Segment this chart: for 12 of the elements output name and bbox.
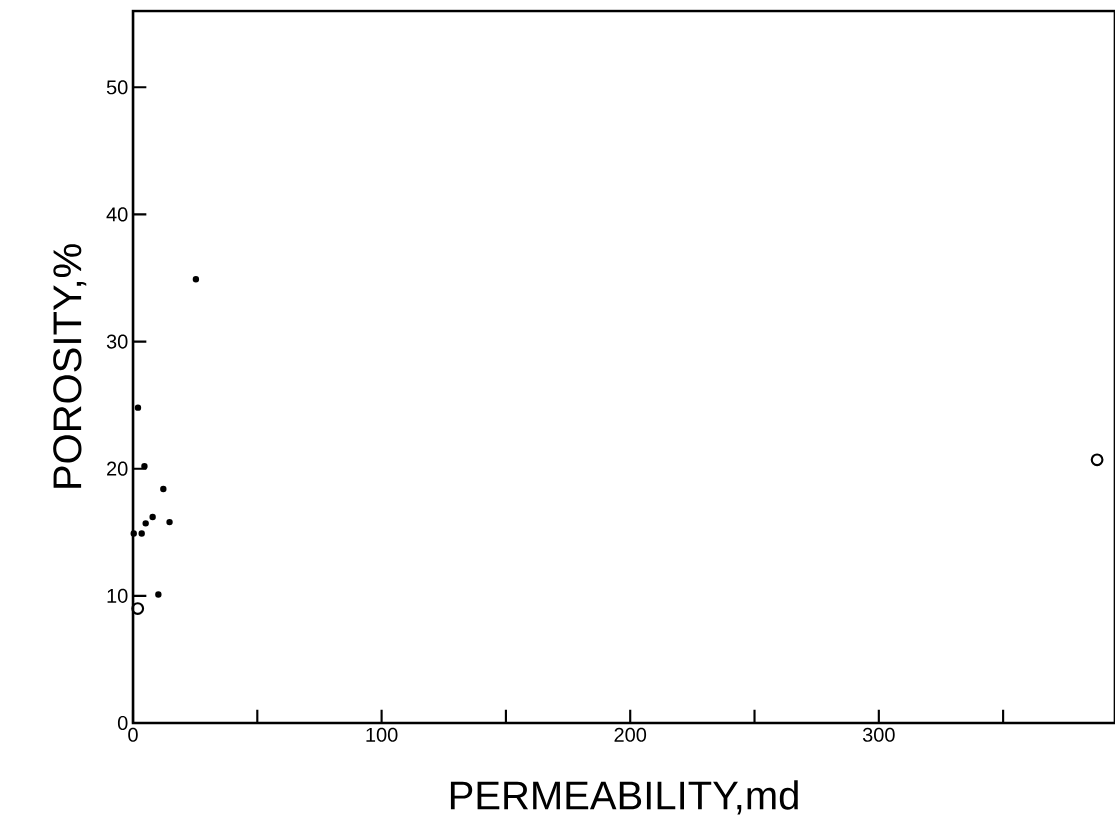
y-tick-label: 50 [106,80,128,95]
x-tick-label: 100 [366,727,398,742]
y-axis-title: POROSITY,% [53,244,87,488]
x-tick-label: 0 [128,727,138,742]
x-axis-title: PERMEABILITY,md [450,780,798,815]
x-tick-label: 300 [862,727,895,742]
y-tick-label: 0 [117,715,128,731]
y-tick-label: 10 [107,588,128,603]
y-tick-label: 20 [107,461,128,476]
y-tick-label: 30 [106,334,128,349]
x-tick-label: 200 [614,727,647,742]
y-tick-label: 40 [106,207,128,222]
